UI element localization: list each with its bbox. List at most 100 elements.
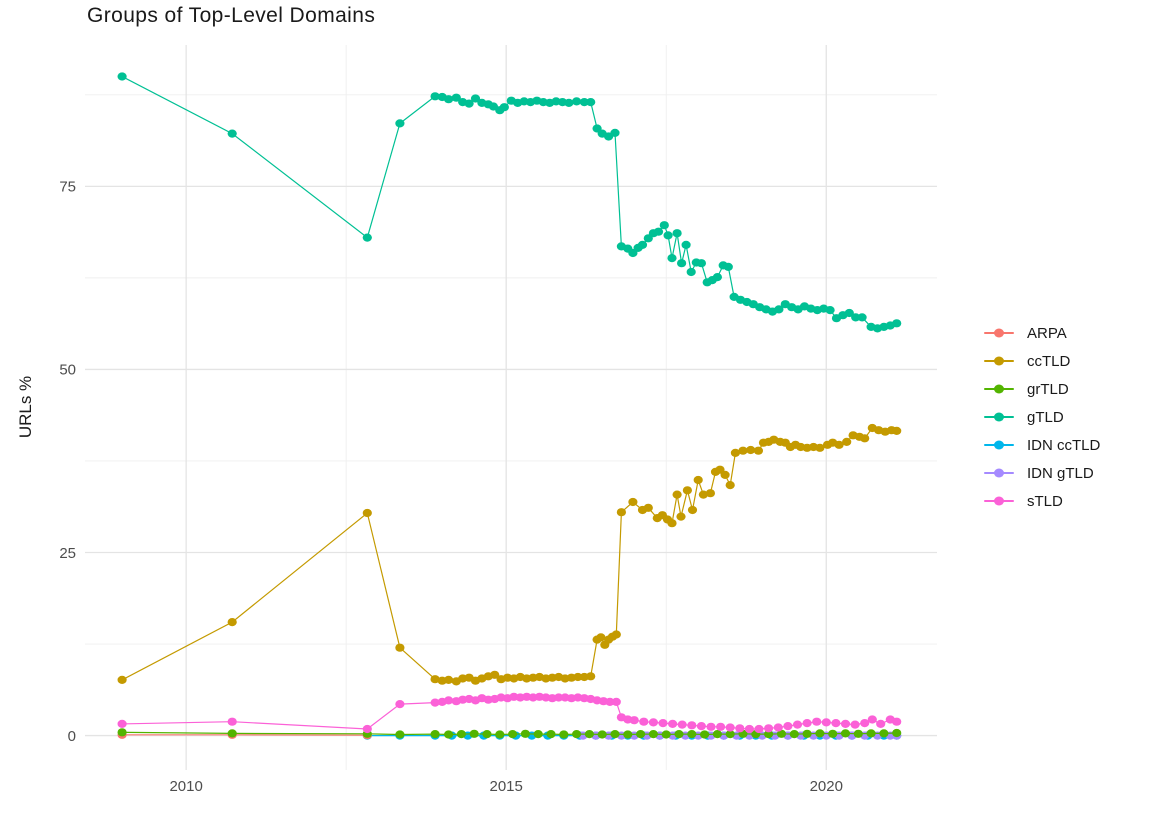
legend-label: gTLD: [1027, 408, 1064, 426]
data-point: [663, 231, 673, 240]
data-point: [712, 730, 723, 739]
data-point: [573, 672, 583, 682]
data-point: [776, 729, 787, 738]
data-point: [672, 490, 682, 499]
data-point: [802, 719, 812, 728]
data-point: [716, 722, 726, 731]
data-point: [586, 98, 596, 107]
data-point: [227, 618, 237, 627]
data-point: [579, 98, 589, 107]
line-point-key-icon: [984, 466, 1014, 480]
data-point: [596, 633, 606, 642]
data-point: [867, 715, 877, 724]
data-point: [227, 729, 237, 738]
axis-tick-labels: 0 25 50 75 2010 2015 2020: [59, 179, 843, 795]
data-point: [554, 693, 564, 702]
data-point: [815, 443, 825, 452]
data-point: [892, 728, 902, 738]
data-point: [723, 262, 733, 271]
data-point: [667, 254, 677, 263]
data-point: [764, 724, 774, 733]
legend-item-gtld: gTLD: [984, 403, 1100, 431]
data-point: [789, 730, 799, 739]
data-point: [860, 434, 870, 443]
series-arpa: [117, 730, 372, 740]
data-point: [876, 719, 886, 729]
line-point-key-icon: [984, 354, 1014, 368]
data-point: [696, 722, 707, 731]
data-point: [672, 229, 682, 238]
data-point: [851, 313, 861, 322]
data-point: [444, 730, 454, 739]
data-point: [853, 729, 863, 738]
line-point-key-icon: [984, 326, 1014, 340]
data-point: [395, 700, 405, 709]
series-cctld: [117, 423, 902, 686]
data-point: [586, 672, 596, 681]
data-point: [661, 730, 671, 739]
data-point: [572, 97, 582, 106]
legend-item-grtld: grTLD: [984, 375, 1100, 403]
data-point: [610, 730, 620, 739]
legend-label: IDN gTLD: [1027, 464, 1094, 482]
data-point: [725, 481, 735, 490]
data-point: [730, 448, 741, 457]
data-point: [611, 697, 621, 707]
data-point: [464, 99, 474, 108]
line-point-key-icon: [984, 410, 1014, 424]
data-point: [812, 717, 822, 726]
data-point: [430, 92, 440, 101]
data-point: [648, 718, 659, 727]
data-point: [444, 696, 454, 705]
data-point: [764, 730, 774, 739]
data-point: [616, 508, 627, 517]
data-point: [857, 313, 867, 322]
data-point: [879, 729, 889, 738]
data-point: [850, 720, 860, 729]
data-point: [753, 446, 764, 455]
data-point: [866, 729, 876, 738]
data-point: [628, 497, 638, 507]
legend-label: ARPA: [1027, 324, 1067, 342]
data-point: [482, 730, 492, 739]
data-point: [677, 720, 687, 729]
data-point: [430, 730, 440, 739]
legend-item-idn-gtld: IDN gTLD: [984, 459, 1100, 487]
y-tick-label: 0: [68, 728, 76, 745]
data-point: [840, 719, 851, 729]
data-point: [705, 489, 716, 498]
data-point: [572, 730, 582, 739]
data-point: [444, 675, 454, 685]
data-point: [507, 730, 518, 739]
data-point: [362, 508, 372, 518]
data-point: [892, 717, 902, 726]
data-point: [682, 486, 693, 495]
data-point: [564, 98, 574, 107]
grid-major: [85, 45, 937, 770]
data-point: [648, 730, 659, 739]
data-point: [693, 475, 703, 485]
data-point: [860, 719, 870, 728]
data-point: [610, 128, 620, 137]
data-point: [831, 719, 841, 728]
data-point: [844, 308, 854, 318]
data-point: [520, 729, 531, 738]
data-point: [227, 129, 237, 138]
data-point: [395, 643, 405, 652]
legend-item-stld: sTLD: [984, 487, 1100, 515]
y-axis-title: URLs %: [16, 375, 35, 439]
y-tick-label: 50: [59, 362, 76, 379]
line-point-key-icon: [984, 438, 1014, 452]
x-tick-label: 2020: [810, 778, 843, 795]
data-point: [774, 305, 784, 314]
data-point: [783, 722, 793, 731]
data-point: [584, 730, 595, 739]
data-point: [451, 93, 461, 102]
data-point: [659, 221, 669, 230]
data-point: [395, 119, 405, 128]
data-point: [629, 716, 639, 725]
data-point: [444, 95, 454, 104]
data-point: [227, 717, 237, 726]
data-point: [676, 512, 686, 521]
